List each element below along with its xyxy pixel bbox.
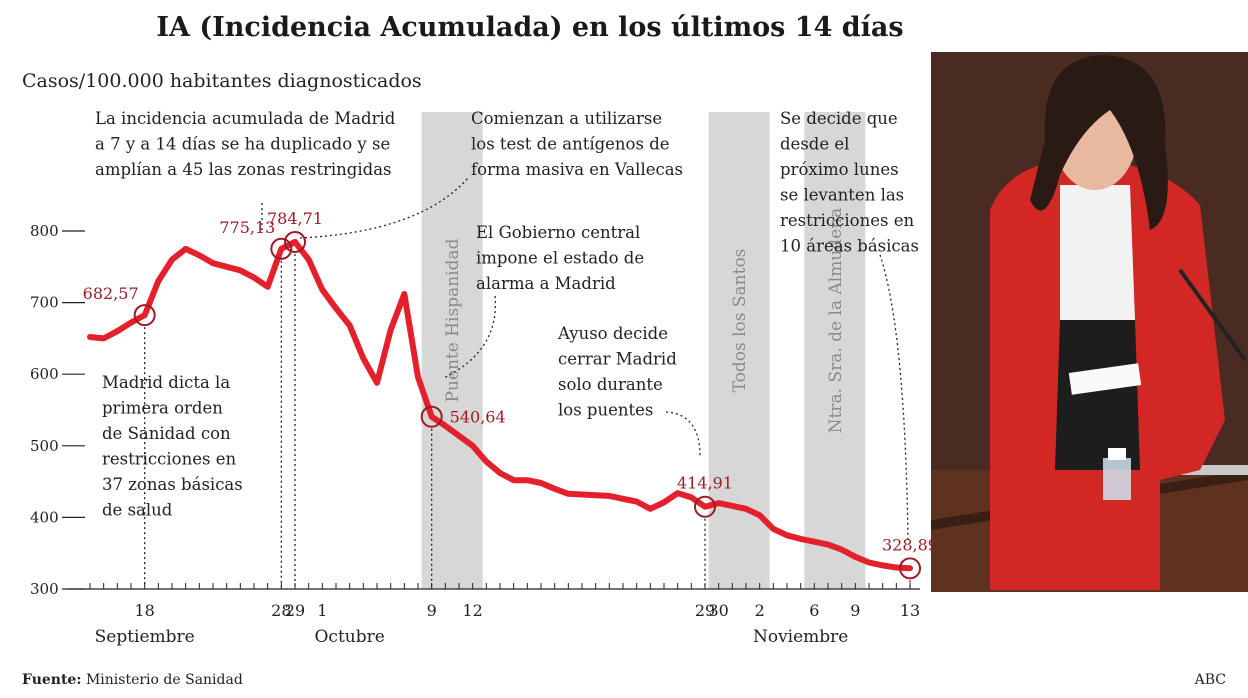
- annotation-line: Ayuso decide: [557, 324, 668, 343]
- x-tick-label: 30: [708, 601, 728, 620]
- annotation-line: de Sanidad con: [102, 424, 231, 443]
- x-tick-label: 9: [427, 601, 437, 620]
- value-label: 775,13: [219, 218, 275, 237]
- annotation-line: La incidencia acumulada de Madrid: [95, 109, 396, 128]
- month-label: Octubre: [315, 627, 385, 647]
- annotation-text: El Gobierno central impone el estado de al…: [476, 223, 644, 293]
- x-tick-label: 1: [317, 601, 327, 620]
- x-tick-label: 12: [462, 601, 482, 620]
- annotation-leader: [443, 295, 497, 379]
- y-tick-label: 800: [30, 222, 59, 240]
- annotation-line: se levanten las: [780, 186, 904, 205]
- annotation-guides: [144, 253, 911, 587]
- annotation-line: desde el: [780, 135, 849, 154]
- y-axis-label: Casos/100.000 habitantes diagnosticados: [22, 70, 422, 92]
- annotation-line: Comienzan a utilizarse: [471, 109, 662, 128]
- shaded-period-label: Todos los Santos: [730, 249, 750, 393]
- chart-title: IA (Incidencia Acumulada) en los últimos…: [156, 12, 904, 43]
- annotation-text: Madrid dicta la primera orden de Sanidad c…: [102, 373, 243, 520]
- annotation-leader: [299, 177, 469, 239]
- annotation-line: 37 zonas básicas: [102, 475, 243, 494]
- month-label: Septiembre: [95, 627, 195, 647]
- x-tick-label: 9: [850, 601, 860, 620]
- y-tick-label: 400: [30, 508, 59, 526]
- annotation-line: los test de antígenos de: [471, 135, 670, 154]
- y-tick-label: 700: [30, 294, 59, 312]
- source-label: Fuente:: [22, 672, 82, 688]
- highlight-circle: [420, 405, 443, 428]
- x-tick-label: 28: [271, 601, 291, 620]
- annotation-line: El Gobierno central: [476, 223, 640, 242]
- annotation-line: restricciones en: [780, 211, 914, 230]
- y-tick-label: 600: [30, 365, 59, 383]
- annotation-line: primera orden: [102, 399, 223, 418]
- source-text: Ministerio de Sanidad: [85, 672, 243, 688]
- x-tick-label: 2: [755, 601, 765, 620]
- month-label: Noviembre: [753, 627, 848, 647]
- highlight-circle: [270, 237, 293, 260]
- series-line: [87, 238, 913, 572]
- shaded-period: [804, 112, 866, 589]
- x-tick-label: 6: [809, 601, 819, 620]
- x-tick-label: 18: [134, 601, 154, 620]
- x-tick-label: 13: [900, 601, 920, 620]
- highlight-circle: [133, 304, 156, 327]
- annotation-line: forma masiva en Vallecas: [471, 160, 683, 179]
- annotation-leader: [879, 254, 909, 541]
- value-label: 328,89: [882, 535, 938, 554]
- annotation-line: solo durante: [558, 375, 663, 394]
- annotation-line: Madrid dicta la: [102, 373, 230, 392]
- annotation-line: 10 áreas básicas: [780, 237, 919, 256]
- shaded-period-label: Ntra. Sra. de la Almudena: [826, 208, 846, 434]
- annotation-line: impone el estado de: [476, 249, 644, 268]
- annotation-text: Se decide que desde el próximo lunes se lev…: [780, 109, 919, 256]
- x-tick-label: 29: [285, 601, 305, 620]
- source-note: Fuente: Ministerio de Sanidad: [22, 672, 243, 688]
- value-label: 414,91: [677, 474, 733, 493]
- highlight-circle: [694, 495, 716, 518]
- annotation-line: próximo lunes: [780, 160, 899, 179]
- annotation-text: La incidencia acumulada de Madrid a 7 y a…: [95, 109, 396, 179]
- annotations: Madrid dicta la primera orden de Sanidad c…: [95, 109, 919, 541]
- annotation-line: de salud: [102, 501, 173, 520]
- annotation-line: Se decide que: [780, 109, 898, 128]
- annotation-line: a 7 y a 14 días se ha duplicado y se: [95, 135, 390, 154]
- value-label: 540,64: [450, 408, 506, 427]
- annotation-line: restricciones en: [102, 450, 236, 469]
- credit: ABC: [1194, 672, 1226, 688]
- annotation-line: alarma a Madrid: [476, 274, 616, 293]
- value-label: 784,71: [267, 209, 323, 228]
- annotation-text: Comienzan a utilizarse los test de antíge…: [471, 109, 683, 179]
- shaded-period-label: Puente Hispanidad: [443, 238, 463, 402]
- y-tick-label: 500: [30, 437, 59, 455]
- annotation-line: los puentes: [558, 401, 653, 420]
- y-tick-label: 300: [30, 580, 59, 598]
- annotation-leader: [665, 411, 701, 457]
- annotation-text: Ayuso decide cerrar Madrid solo durante los…: [557, 324, 677, 420]
- annotation-line: amplían a 45 las zonas restringidas: [95, 160, 392, 179]
- highlight-circle: [284, 230, 306, 253]
- speaker-photo: [931, 52, 1248, 592]
- highlight-circle: [899, 557, 921, 580]
- annotation-line: cerrar Madrid: [558, 350, 677, 369]
- x-tick-label: 29: [695, 601, 715, 620]
- value-label: 682,57: [83, 284, 139, 303]
